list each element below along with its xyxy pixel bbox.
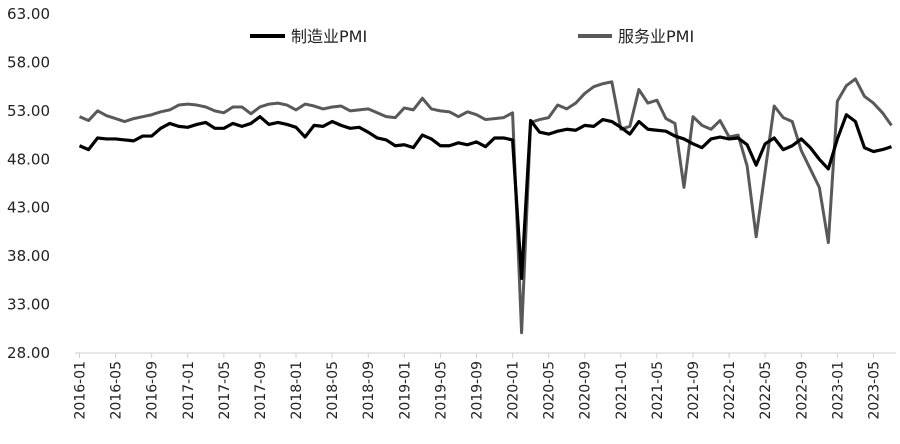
x-tick-label: 2016-01 [73,361,89,420]
x-tick-label: 2018-01 [289,361,305,420]
y-axis: 63.00 58.00 53.00 48.00 43.00 38.00 33.00 28.00 [7,5,50,362]
series-line-services [78,77,893,335]
x-tick-label: 2020-05 [542,361,558,420]
series-line-manufacturing [78,113,892,281]
x-tick-label: 2021-05 [650,361,666,420]
x-tick-label: 2019-01 [397,361,413,420]
x-tick-label: 2016-05 [109,361,125,420]
legend: 制造业PMI 服务业PMI [250,27,694,46]
x-tick-label: 2019-05 [433,361,449,420]
legend-label-services: 服务业PMI [618,27,694,46]
x-tick-label: 2023-01 [830,361,846,420]
x-tick-label: 2023-05 [866,361,882,420]
x-tick-label: 2020-01 [506,361,522,420]
y-tick-label: 48.00 [7,150,50,168]
x-axis: 2016-01 2016-05 2016-09 2017-01 2017-05 2017-… [73,353,882,420]
x-tick-label: 2022-05 [758,361,774,420]
x-tick-label: 2018-05 [325,361,341,420]
x-tick-label: 2017-01 [181,361,197,420]
x-tick-label: 2018-09 [361,361,377,420]
y-tick-label: 28.00 [7,344,50,362]
legend-item-manufacturing: 制造业PMI [250,27,367,46]
y-tick-label: 43.00 [7,199,50,217]
x-tick-label: 2022-09 [794,361,810,420]
legend-label-manufacturing: 制造业PMI [291,27,367,46]
y-tick-label: 38.00 [7,247,50,265]
x-tick-label: 2017-05 [217,361,233,420]
y-tick-label: 53.00 [7,102,50,120]
y-tick-label: 63.00 [7,5,50,23]
x-tick-label: 2020-09 [578,361,594,420]
legend-item-services: 服务业PMI [578,27,694,46]
y-tick-label: 33.00 [7,296,50,314]
x-tick-label: 2022-01 [722,361,738,420]
y-tick-label: 58.00 [7,53,50,71]
x-tick-label: 2021-01 [614,361,630,420]
x-tick-label: 2016-09 [145,361,161,420]
x-tick-label: 2019-09 [469,361,485,420]
x-tick-label: 2017-09 [253,361,269,420]
x-tick-label: 2021-09 [686,361,702,420]
series-layer [78,77,893,335]
